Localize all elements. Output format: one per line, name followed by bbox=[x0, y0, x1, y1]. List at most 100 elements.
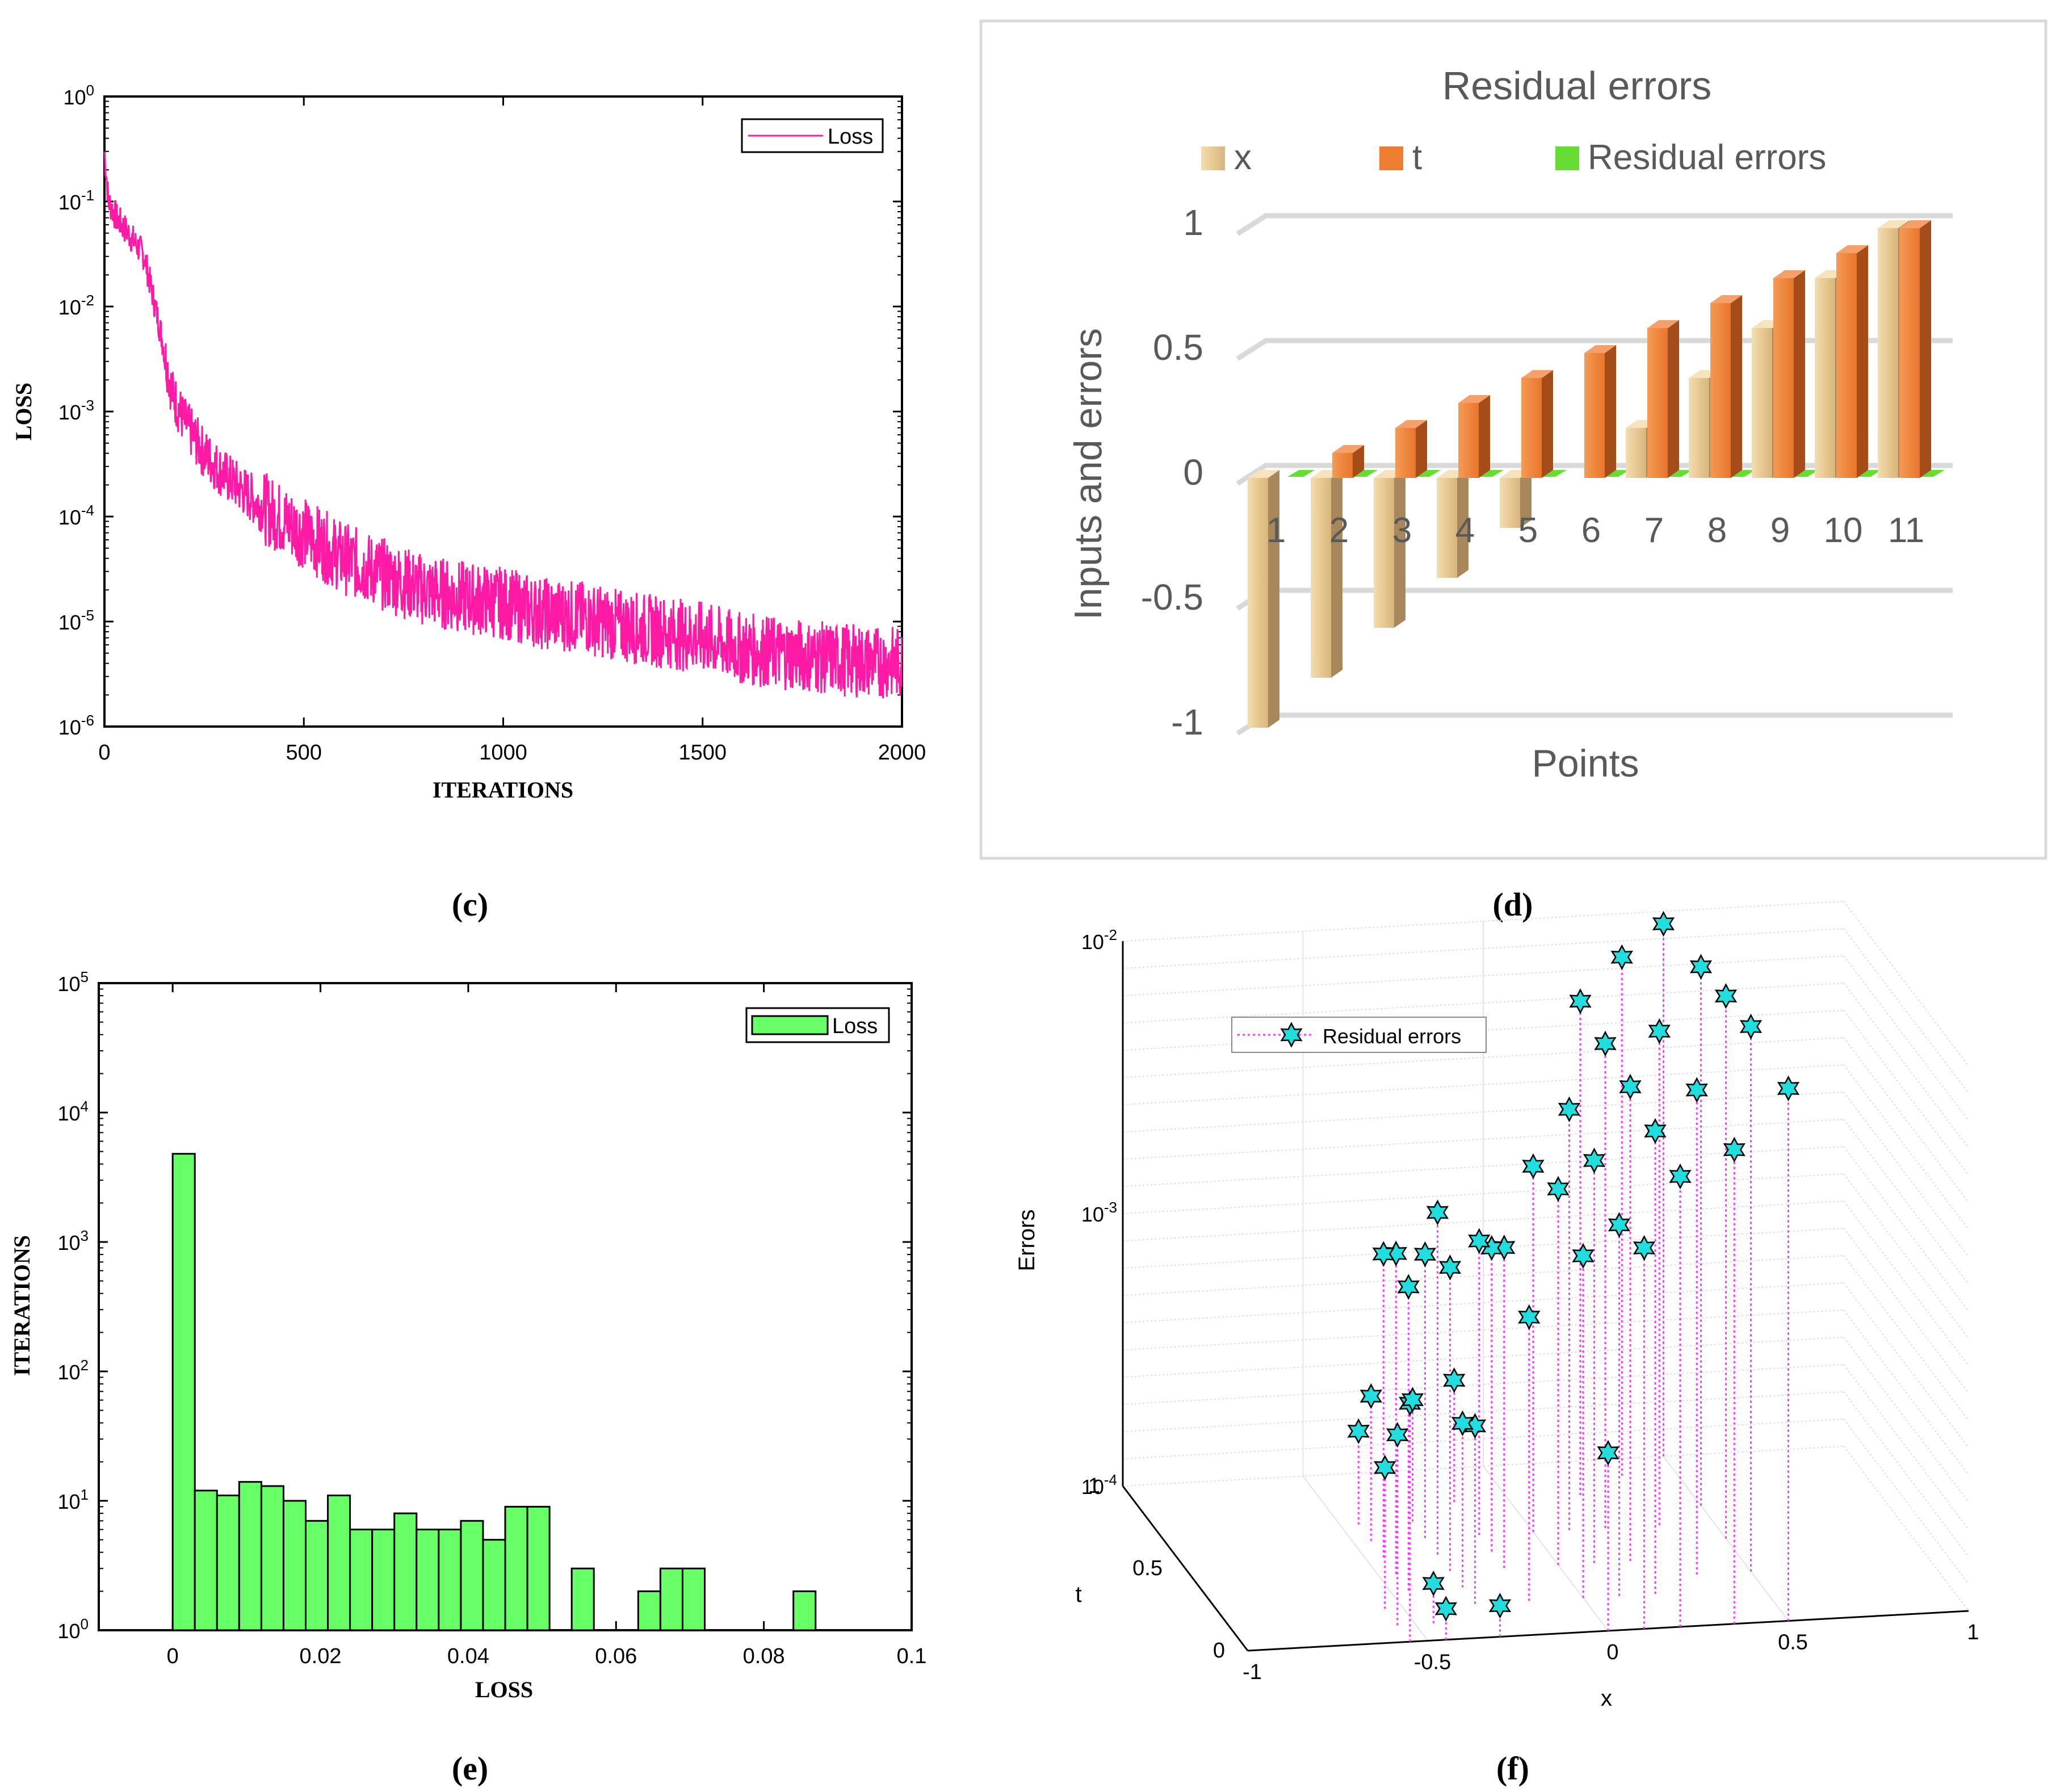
f-marker-star bbox=[1689, 954, 1713, 980]
f-gridline bbox=[1122, 901, 1844, 942]
f-marker-star bbox=[1522, 1153, 1545, 1180]
f-marker-star bbox=[1608, 1212, 1631, 1238]
panel-d-bars bbox=[1248, 220, 1945, 728]
panel-c-x-axis: 0 500 1000 1500 2000 bbox=[98, 96, 926, 765]
panel-c-y-label: LOSS bbox=[11, 383, 36, 440]
residual-bar bbox=[1413, 470, 1441, 477]
t-bar bbox=[1332, 453, 1353, 478]
f-marker-star bbox=[1644, 1118, 1667, 1144]
f-gridline bbox=[1122, 1146, 1844, 1187]
x-bar bbox=[1500, 478, 1520, 528]
d-category-label: 6 bbox=[1581, 511, 1601, 550]
residual-bar bbox=[1728, 470, 1756, 477]
f-gridline bbox=[1122, 1064, 1844, 1105]
panel-f-markers bbox=[1347, 910, 1800, 1622]
residual-bar bbox=[1476, 470, 1504, 477]
histogram-bar bbox=[194, 1489, 218, 1631]
e-ytick-label: 105 bbox=[57, 968, 89, 996]
e-xtick-label: 0.04 bbox=[447, 1644, 489, 1668]
panel-d-legend: x t Residual errors bbox=[1201, 138, 1826, 177]
d-gridline bbox=[1236, 213, 1953, 236]
e-xtick-label: 0.1 bbox=[897, 1644, 927, 1668]
d-category-label: 10 bbox=[1824, 511, 1863, 550]
f-gridline bbox=[1122, 1092, 1844, 1132]
c-xtick-label: 2000 bbox=[878, 741, 926, 765]
residual-bar bbox=[1665, 470, 1693, 477]
x-bar-side bbox=[1394, 470, 1405, 628]
f-gridline bbox=[1843, 955, 1969, 1121]
f-gridline bbox=[1843, 1146, 1969, 1312]
f-gridline bbox=[1122, 928, 1844, 969]
histogram-bar bbox=[637, 1590, 661, 1631]
panel-f-caption: (f) bbox=[1496, 1750, 1529, 1787]
panel-c-loss-curve: 10-6 10-5 10-4 10-3 10-2 10-1 100 0 500 1000 1500… bbox=[11, 82, 926, 923]
panel-e-caption: (e) bbox=[452, 1750, 488, 1787]
f-marker-star bbox=[1714, 983, 1738, 1009]
f-marker-star bbox=[1443, 1367, 1466, 1394]
x-bar bbox=[1689, 378, 1709, 478]
panel-c-caption: (c) bbox=[452, 886, 488, 923]
panel-f-gridlines bbox=[1122, 901, 1969, 1642]
histogram-bar bbox=[282, 1500, 307, 1631]
t-bar-top bbox=[1584, 345, 1616, 353]
residual-bar bbox=[1917, 470, 1945, 477]
f-ztick-label: 10-2 bbox=[1081, 926, 1117, 954]
f-marker-star bbox=[1438, 1254, 1462, 1281]
histogram-bar bbox=[681, 1567, 706, 1631]
f-gridline bbox=[1843, 1010, 1969, 1176]
t-bar-top bbox=[1710, 295, 1742, 303]
d-category-label: 4 bbox=[1455, 511, 1475, 550]
f-xtick-label: -0.5 bbox=[1414, 1651, 1451, 1675]
panel-f-y-label: Errors bbox=[1014, 1210, 1039, 1271]
legend-swatch-x bbox=[1201, 146, 1225, 170]
d-ytick-label: 0 bbox=[1183, 452, 1203, 493]
x-bar-side bbox=[1457, 470, 1468, 578]
panel-f-legend-box bbox=[1231, 1017, 1487, 1053]
f-marker-star bbox=[1648, 1018, 1671, 1044]
f-marker-star bbox=[1558, 1096, 1581, 1122]
e-xtick-label: 0 bbox=[167, 1644, 179, 1668]
e-ytick-label: 100 bbox=[57, 1615, 89, 1643]
panel-d-caption: (d) bbox=[1493, 886, 1533, 923]
f-marker-star bbox=[1347, 1418, 1370, 1445]
d-ytick-label: 0.5 bbox=[1153, 327, 1203, 368]
x-bar bbox=[1815, 278, 1835, 478]
d-ytick-label: -0.5 bbox=[1141, 577, 1203, 618]
f-marker-star bbox=[1633, 1235, 1656, 1261]
c-xtick-label: 0 bbox=[98, 741, 110, 765]
t-bar bbox=[1710, 303, 1731, 478]
histogram-bar bbox=[305, 1520, 329, 1631]
panel-c-legend-label: Loss bbox=[828, 125, 873, 149]
f-gridline bbox=[1122, 1119, 1844, 1160]
f-marker-star bbox=[1360, 1383, 1382, 1409]
f-marker-star bbox=[1547, 1176, 1570, 1202]
panel-d-residual-bars: Residual errors x t Residual errors 1 0.5… bbox=[979, 19, 2047, 923]
f-gridline bbox=[1843, 1282, 1969, 1448]
f-gridline bbox=[1122, 1391, 1844, 1432]
residual-bar bbox=[1791, 470, 1819, 477]
t-bar-side bbox=[1605, 345, 1616, 478]
f-marker-star bbox=[1569, 988, 1592, 1014]
c-ytick-label: 10-4 bbox=[58, 502, 94, 529]
x-bar bbox=[1374, 478, 1394, 628]
panel-f-x-label: x bbox=[1601, 1686, 1612, 1711]
histogram-bar bbox=[570, 1567, 595, 1631]
panel-f-legend-star-icon bbox=[1280, 1022, 1303, 1048]
panel-e-legend-swatch bbox=[751, 1015, 829, 1035]
f-xtick-label: 0 bbox=[1606, 1640, 1618, 1664]
f-marker-star bbox=[1583, 1147, 1606, 1174]
histogram-bar bbox=[349, 1529, 374, 1631]
f-ttick-label: 0 bbox=[1213, 1639, 1225, 1663]
f-gridline bbox=[1122, 1037, 1844, 1078]
f-marker-star bbox=[1374, 1454, 1396, 1481]
histogram-bar bbox=[260, 1485, 284, 1631]
e-ytick-label: 103 bbox=[57, 1227, 89, 1254]
c-ytick-label: 10-2 bbox=[58, 292, 94, 319]
residual-bar bbox=[1539, 470, 1567, 477]
e-ytick-label: 104 bbox=[57, 1098, 89, 1125]
f-marker-star bbox=[1723, 1136, 1745, 1163]
histogram-bar bbox=[526, 1505, 551, 1631]
c-ytick-label: 10-3 bbox=[58, 397, 94, 424]
